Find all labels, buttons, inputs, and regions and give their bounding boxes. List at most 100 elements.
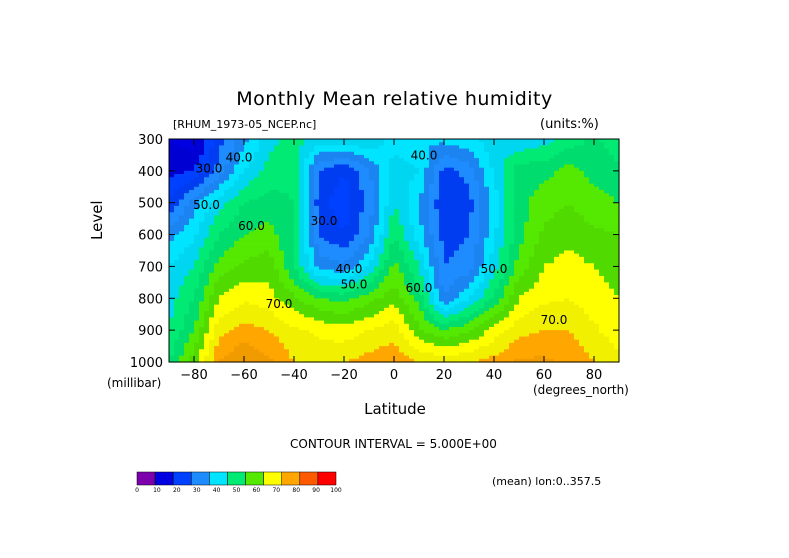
rh-cell — [314, 304, 320, 309]
rh-cell — [284, 139, 290, 143]
rh-cell — [224, 247, 230, 252]
rh-cell — [289, 212, 295, 217]
rh-cell — [329, 240, 335, 245]
rh-cell — [514, 298, 520, 303]
rh-cell — [549, 209, 555, 213]
rh-cell — [299, 314, 305, 318]
rh-cell — [364, 139, 370, 143]
rh-cell — [564, 307, 570, 312]
rh-cell — [564, 177, 570, 182]
rh-cell — [409, 307, 415, 312]
rh-cell — [549, 237, 555, 242]
rh-cell — [604, 240, 610, 245]
rh-cell — [539, 180, 545, 185]
rh-cell — [604, 304, 610, 309]
rh-cell — [289, 250, 295, 255]
rh-cell — [244, 282, 250, 287]
rh-cell — [609, 234, 615, 239]
rh-cell — [239, 209, 245, 213]
rh-cell — [354, 260, 360, 264]
rh-cell — [359, 189, 365, 194]
rh-cell — [519, 244, 525, 248]
rh-cell — [449, 215, 455, 220]
rh-cell — [424, 218, 430, 223]
rh-cell — [434, 145, 440, 150]
rh-cell — [519, 170, 525, 175]
rh-cell — [579, 307, 585, 312]
rh-cell — [349, 196, 355, 201]
rh-cell — [564, 225, 570, 229]
rh-cell — [374, 164, 380, 169]
rh-cell — [254, 177, 260, 182]
rh-cell — [409, 199, 415, 204]
rh-cell — [614, 164, 620, 169]
rh-cell — [209, 291, 215, 296]
rh-cell — [444, 199, 450, 204]
rh-cell — [404, 148, 410, 153]
rh-cell — [214, 266, 220, 271]
rh-cell — [524, 212, 530, 217]
rh-cell — [434, 148, 440, 153]
rh-cell — [524, 186, 530, 191]
rh-cell — [354, 189, 360, 194]
units-label: (units:%) — [540, 117, 599, 132]
rh-cell — [184, 186, 190, 191]
rh-cell — [414, 145, 420, 150]
rh-cell — [264, 167, 270, 172]
rh-cell — [259, 212, 265, 217]
rh-cell — [584, 164, 590, 169]
rh-cell — [284, 253, 290, 258]
rh-cell — [574, 275, 580, 280]
rh-cell — [609, 189, 615, 194]
rh-cell — [464, 279, 470, 283]
rh-cell — [469, 148, 475, 153]
rh-cell — [189, 256, 195, 261]
rh-cell — [289, 244, 295, 248]
rh-cell — [464, 154, 470, 159]
rh-cell — [454, 145, 460, 150]
rh-cell — [404, 304, 410, 309]
rh-cell — [184, 218, 190, 223]
rh-cell — [614, 218, 620, 223]
rh-cell — [299, 154, 305, 159]
rh-cell — [494, 139, 500, 143]
rh-cell — [459, 285, 465, 290]
rh-cell — [264, 237, 270, 242]
rh-cell — [594, 256, 600, 261]
rh-cell — [289, 177, 295, 182]
rh-cell — [544, 164, 550, 169]
rh-cell — [214, 234, 220, 239]
rh-cell — [249, 260, 255, 264]
rh-cell — [424, 269, 430, 274]
rh-cell — [294, 311, 300, 315]
rh-cell — [364, 218, 370, 223]
rh-cell — [509, 291, 515, 296]
rh-cell — [404, 253, 410, 258]
rh-cell — [434, 247, 440, 252]
rh-cell — [339, 288, 345, 293]
rh-cell — [269, 285, 275, 290]
rh-cell — [229, 304, 235, 309]
rh-cell — [614, 196, 620, 201]
rh-cell — [399, 301, 405, 306]
rh-cell — [189, 199, 195, 204]
rh-cell — [214, 301, 220, 306]
rh-cell — [614, 247, 620, 252]
rh-cell — [214, 202, 220, 207]
rh-cell — [539, 189, 545, 194]
rh-cell — [364, 154, 370, 159]
rh-cell — [369, 161, 375, 166]
rh-cell — [174, 298, 180, 303]
rh-cell — [189, 291, 195, 296]
rh-cell — [199, 186, 205, 191]
rh-cell — [324, 247, 330, 252]
rh-cell — [289, 225, 295, 229]
rh-cell — [539, 260, 545, 264]
rh-cell — [244, 314, 250, 318]
rh-cell — [344, 269, 350, 274]
rh-cell — [289, 279, 295, 283]
rh-cell — [359, 263, 365, 268]
rh-cell — [549, 288, 555, 293]
rh-cell — [214, 260, 220, 264]
rh-cell — [459, 218, 465, 223]
